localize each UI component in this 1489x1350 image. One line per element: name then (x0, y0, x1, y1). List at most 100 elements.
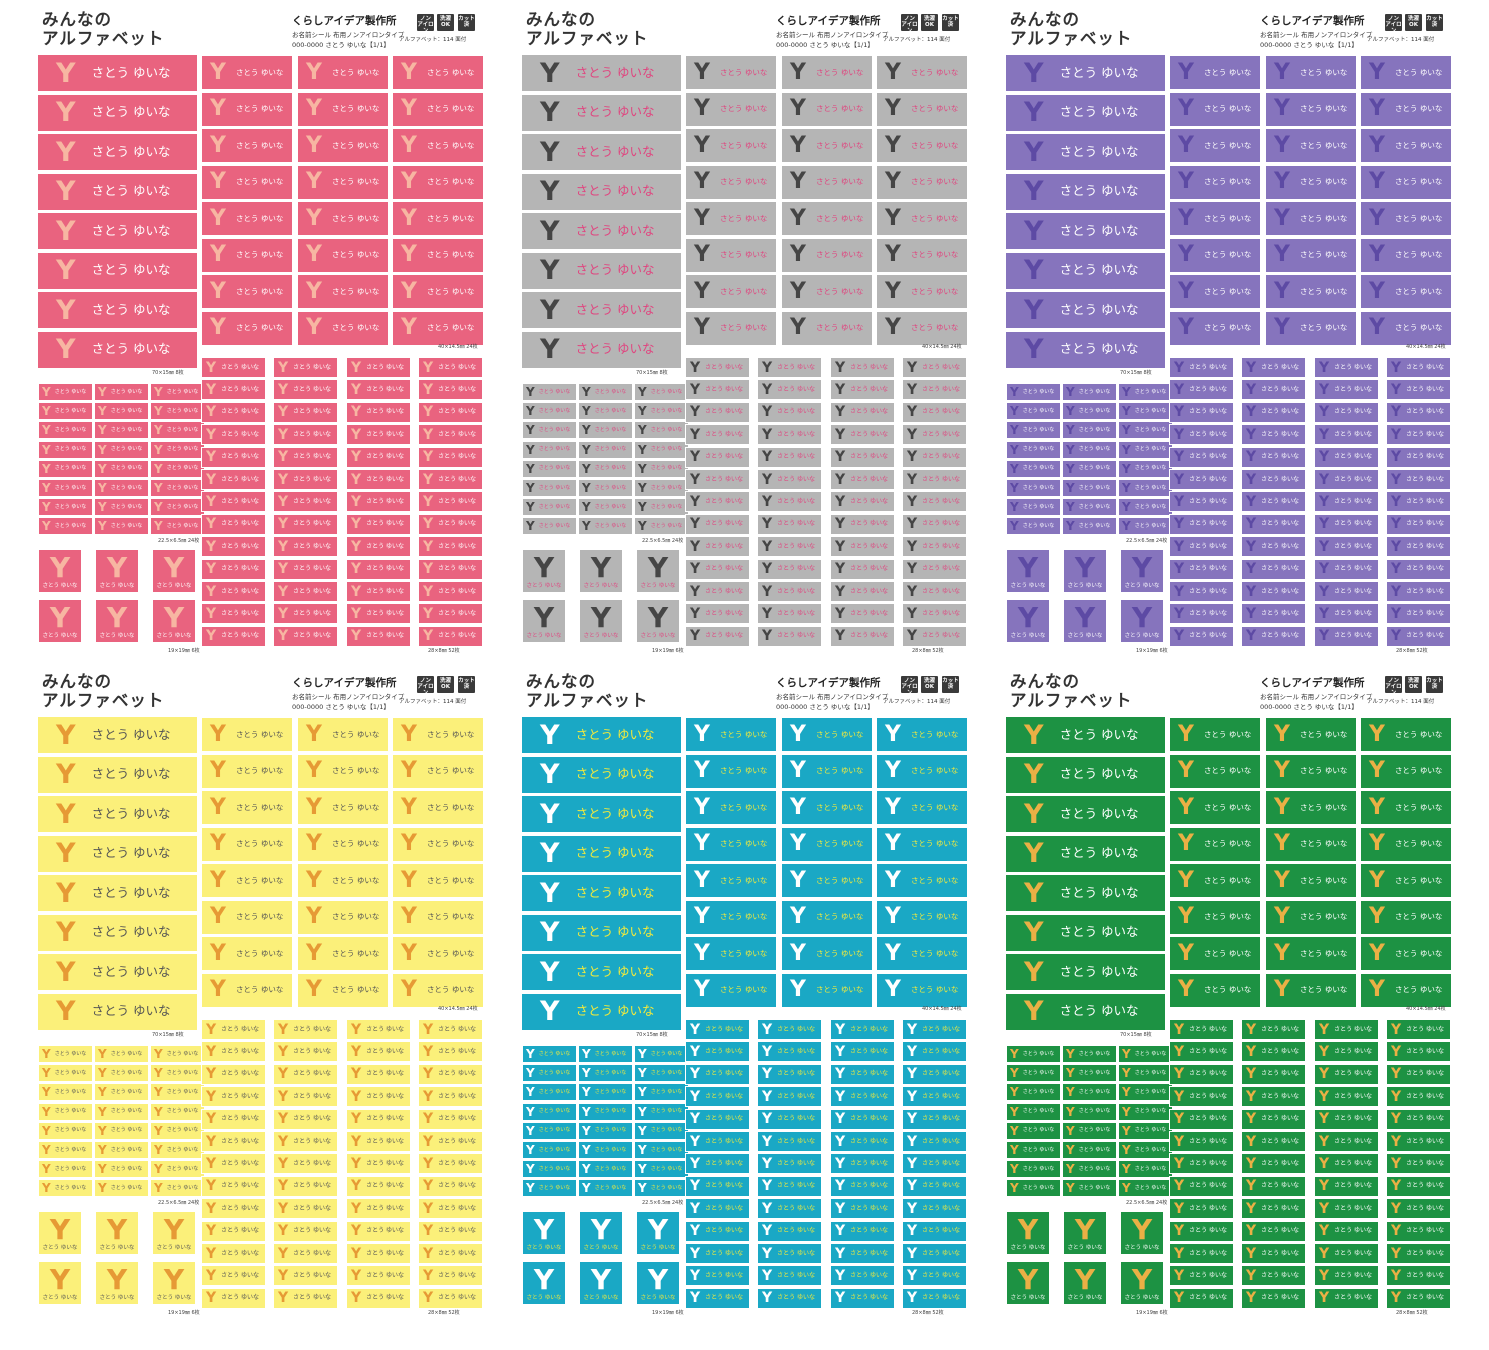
name-sticker[interactable]: Y さとう ゆいな (1169, 357, 1234, 378)
name-sticker[interactable]: Y さとう ゆいな (37, 212, 198, 250)
name-sticker[interactable]: Y さとう ゆいな (150, 1160, 205, 1179)
name-sticker[interactable]: Y さとう ゆいな (1241, 1153, 1306, 1175)
name-sticker[interactable]: Y さとう ゆいな (1169, 55, 1261, 90)
name-sticker[interactable]: Y さとう ゆいな (392, 936, 484, 971)
name-sticker[interactable]: Y さとう ゆいな (1386, 1131, 1451, 1152)
name-sticker[interactable]: Y さとう ゆいな (876, 128, 968, 163)
name-sticker[interactable]: Y さとう ゆいな (346, 581, 411, 602)
name-sticker[interactable]: Y さとう ゆいな (346, 1041, 411, 1063)
square-sticker[interactable]: Y さとう ゆいな (579, 549, 623, 593)
name-sticker[interactable]: Y さとう ゆいな (1386, 379, 1451, 401)
name-sticker[interactable]: Y さとう ゆいな (781, 55, 873, 90)
name-sticker[interactable]: Y さとう ゆいな (297, 201, 389, 236)
name-sticker[interactable]: Y さとう ゆいな (1169, 1243, 1234, 1264)
name-sticker[interactable]: Y さとう ゆいな (757, 491, 822, 513)
name-sticker[interactable]: Y さとう ゆいな (685, 357, 750, 378)
name-sticker[interactable]: Y さとう ゆいな (1265, 863, 1357, 898)
name-sticker[interactable]: Y さとう ゆいな (346, 513, 411, 535)
name-sticker[interactable]: Y さとう ゆいな (757, 1265, 822, 1287)
name-sticker[interactable]: Y さとう ゆいな (757, 1019, 822, 1040)
name-sticker[interactable]: Y さとう ゆいな (1314, 625, 1379, 647)
name-sticker[interactable]: Y さとう ゆいな (1314, 469, 1379, 490)
name-sticker[interactable]: Y さとう ゆいな (201, 513, 266, 535)
name-sticker[interactable]: Y さとう ゆいな (830, 1153, 895, 1175)
name-sticker[interactable]: Y さとう ゆいな (1314, 1086, 1379, 1108)
name-sticker[interactable]: Y さとう ゆいな (346, 1198, 411, 1220)
name-sticker[interactable]: Y さとう ゆいな (1169, 581, 1234, 602)
name-sticker[interactable]: Y さとう ゆいな (1241, 491, 1306, 513)
name-sticker[interactable]: Y さとう ゆいな (38, 1121, 93, 1140)
name-sticker[interactable]: Y さとう ゆいな (685, 899, 777, 935)
name-sticker[interactable]: Y さとう ゆいな (1386, 491, 1451, 513)
name-sticker[interactable]: Y さとう ゆいな (201, 274, 293, 309)
name-sticker[interactable]: Y さとう ゆいな (201, 491, 266, 513)
name-sticker[interactable]: Y さとう ゆいな (1006, 1045, 1061, 1063)
name-sticker[interactable]: Y さとう ゆいな (781, 201, 873, 236)
name-sticker[interactable]: Y さとう ゆいな (757, 581, 822, 602)
name-sticker[interactable]: Y さとう ゆいな (94, 1083, 149, 1102)
name-sticker[interactable]: Y さとう ゆいな (1006, 383, 1061, 401)
name-sticker[interactable]: Y さとう ゆいな (1386, 513, 1451, 535)
name-sticker[interactable]: Y さとう ゆいな (522, 1160, 577, 1179)
name-sticker[interactable]: Y さとう ゆいな (201, 55, 293, 90)
name-sticker[interactable]: Y さとう ゆいな (418, 491, 483, 513)
name-sticker[interactable]: Y さとう ゆいな (685, 625, 750, 647)
name-sticker[interactable]: Y さとう ゆいな (37, 172, 198, 211)
name-sticker[interactable]: Y さとう ゆいな (685, 863, 777, 898)
name-sticker[interactable]: Y さとう ゆいな (37, 291, 198, 329)
name-sticker[interactable]: Y さとう ゆいな (201, 91, 293, 127)
name-sticker[interactable]: Y さとう ゆいな (830, 379, 895, 401)
name-sticker[interactable]: Y さとう ゆいな (685, 491, 750, 513)
name-sticker[interactable]: Y さとう ゆいな (1265, 91, 1357, 127)
name-sticker[interactable]: Y さとう ゆいな (876, 55, 968, 90)
name-sticker[interactable]: Y さとう ゆいな (1241, 1243, 1306, 1264)
name-sticker[interactable]: Y さとう ゆいな (830, 1220, 895, 1242)
name-sticker[interactable]: Y さとう ゆいな (876, 717, 968, 752)
name-sticker[interactable]: Y さとう ゆいな (346, 1131, 411, 1152)
name-sticker[interactable]: Y さとう ゆいな (150, 1083, 205, 1102)
name-sticker[interactable]: Y さとう ゆいな (273, 1041, 338, 1063)
name-sticker[interactable]: Y さとう ゆいな (1169, 1198, 1234, 1220)
name-sticker[interactable]: Y さとう ゆいな (346, 491, 411, 513)
name-sticker[interactable]: Y さとう ゆいな (757, 1243, 822, 1264)
name-sticker[interactable]: Y さとう ゆいな (1169, 1287, 1234, 1309)
name-sticker[interactable]: Y さとう ゆいな (1169, 536, 1234, 558)
name-sticker[interactable]: Y さとう ゆいな (1386, 424, 1451, 446)
name-sticker[interactable]: Y さとう ゆいな (1314, 1175, 1379, 1197)
name-sticker[interactable]: Y さとう ゆいな (757, 1086, 822, 1108)
name-sticker[interactable]: Y さとう ゆいな (521, 755, 682, 794)
name-sticker[interactable]: Y さとう ゆいな (297, 128, 389, 163)
name-sticker[interactable]: Y さとう ゆいな (94, 1160, 149, 1179)
name-sticker[interactable]: Y さとう ゆいな (94, 459, 149, 478)
name-sticker[interactable]: Y さとう ゆいな (346, 357, 411, 378)
name-sticker[interactable]: Y さとう ゆいな (830, 1265, 895, 1287)
name-sticker[interactable]: Y さとう ゆいな (1386, 1086, 1451, 1108)
name-sticker[interactable]: Y さとう ゆいな (1006, 1179, 1061, 1198)
name-sticker[interactable]: Y さとう ゆいな (38, 1083, 93, 1102)
name-sticker[interactable]: Y さとう ゆいな (1386, 1019, 1451, 1040)
name-sticker[interactable]: Y さとう ゆいな (830, 446, 895, 468)
name-sticker[interactable]: Y さとう ゆいな (685, 424, 750, 446)
name-sticker[interactable]: Y さとう ゆいな (1169, 603, 1234, 625)
name-sticker[interactable]: Y さとう ゆいな (1386, 1153, 1451, 1175)
name-sticker[interactable]: Y さとう ゆいな (1005, 330, 1166, 369)
name-sticker[interactable]: Y さとう ゆいな (94, 440, 149, 459)
name-sticker[interactable]: Y さとう ゆいな (578, 1045, 633, 1063)
name-sticker[interactable]: Y さとう ゆいな (150, 1102, 205, 1121)
name-sticker[interactable]: Y さとう ゆいな (685, 1220, 750, 1242)
name-sticker[interactable]: Y さとう ゆいな (1169, 790, 1261, 825)
name-sticker[interactable]: Y さとう ゆいな (1360, 936, 1452, 971)
name-sticker[interactable]: Y さとう ゆいな (392, 164, 484, 200)
name-sticker[interactable]: Y さとう ゆいな (781, 936, 873, 971)
name-sticker[interactable]: Y さとう ゆいな (346, 379, 411, 401)
name-sticker[interactable]: Y さとう ゆいな (38, 479, 93, 497)
name-sticker[interactable]: Y さとう ゆいな (297, 91, 389, 127)
name-sticker[interactable]: Y さとう ゆいな (1062, 459, 1117, 478)
name-sticker[interactable]: Y さとう ゆいな (1062, 1064, 1117, 1083)
name-sticker[interactable]: Y さとう ゆいな (522, 1141, 577, 1159)
name-sticker[interactable]: Y さとう ゆいな (201, 469, 266, 490)
name-sticker[interactable]: Y さとう ゆいな (418, 603, 483, 625)
name-sticker[interactable]: Y さとう ゆいな (1314, 491, 1379, 513)
name-sticker[interactable]: Y さとう ゆいな (297, 826, 389, 862)
name-sticker[interactable]: Y さとう ゆいな (1062, 1121, 1117, 1140)
